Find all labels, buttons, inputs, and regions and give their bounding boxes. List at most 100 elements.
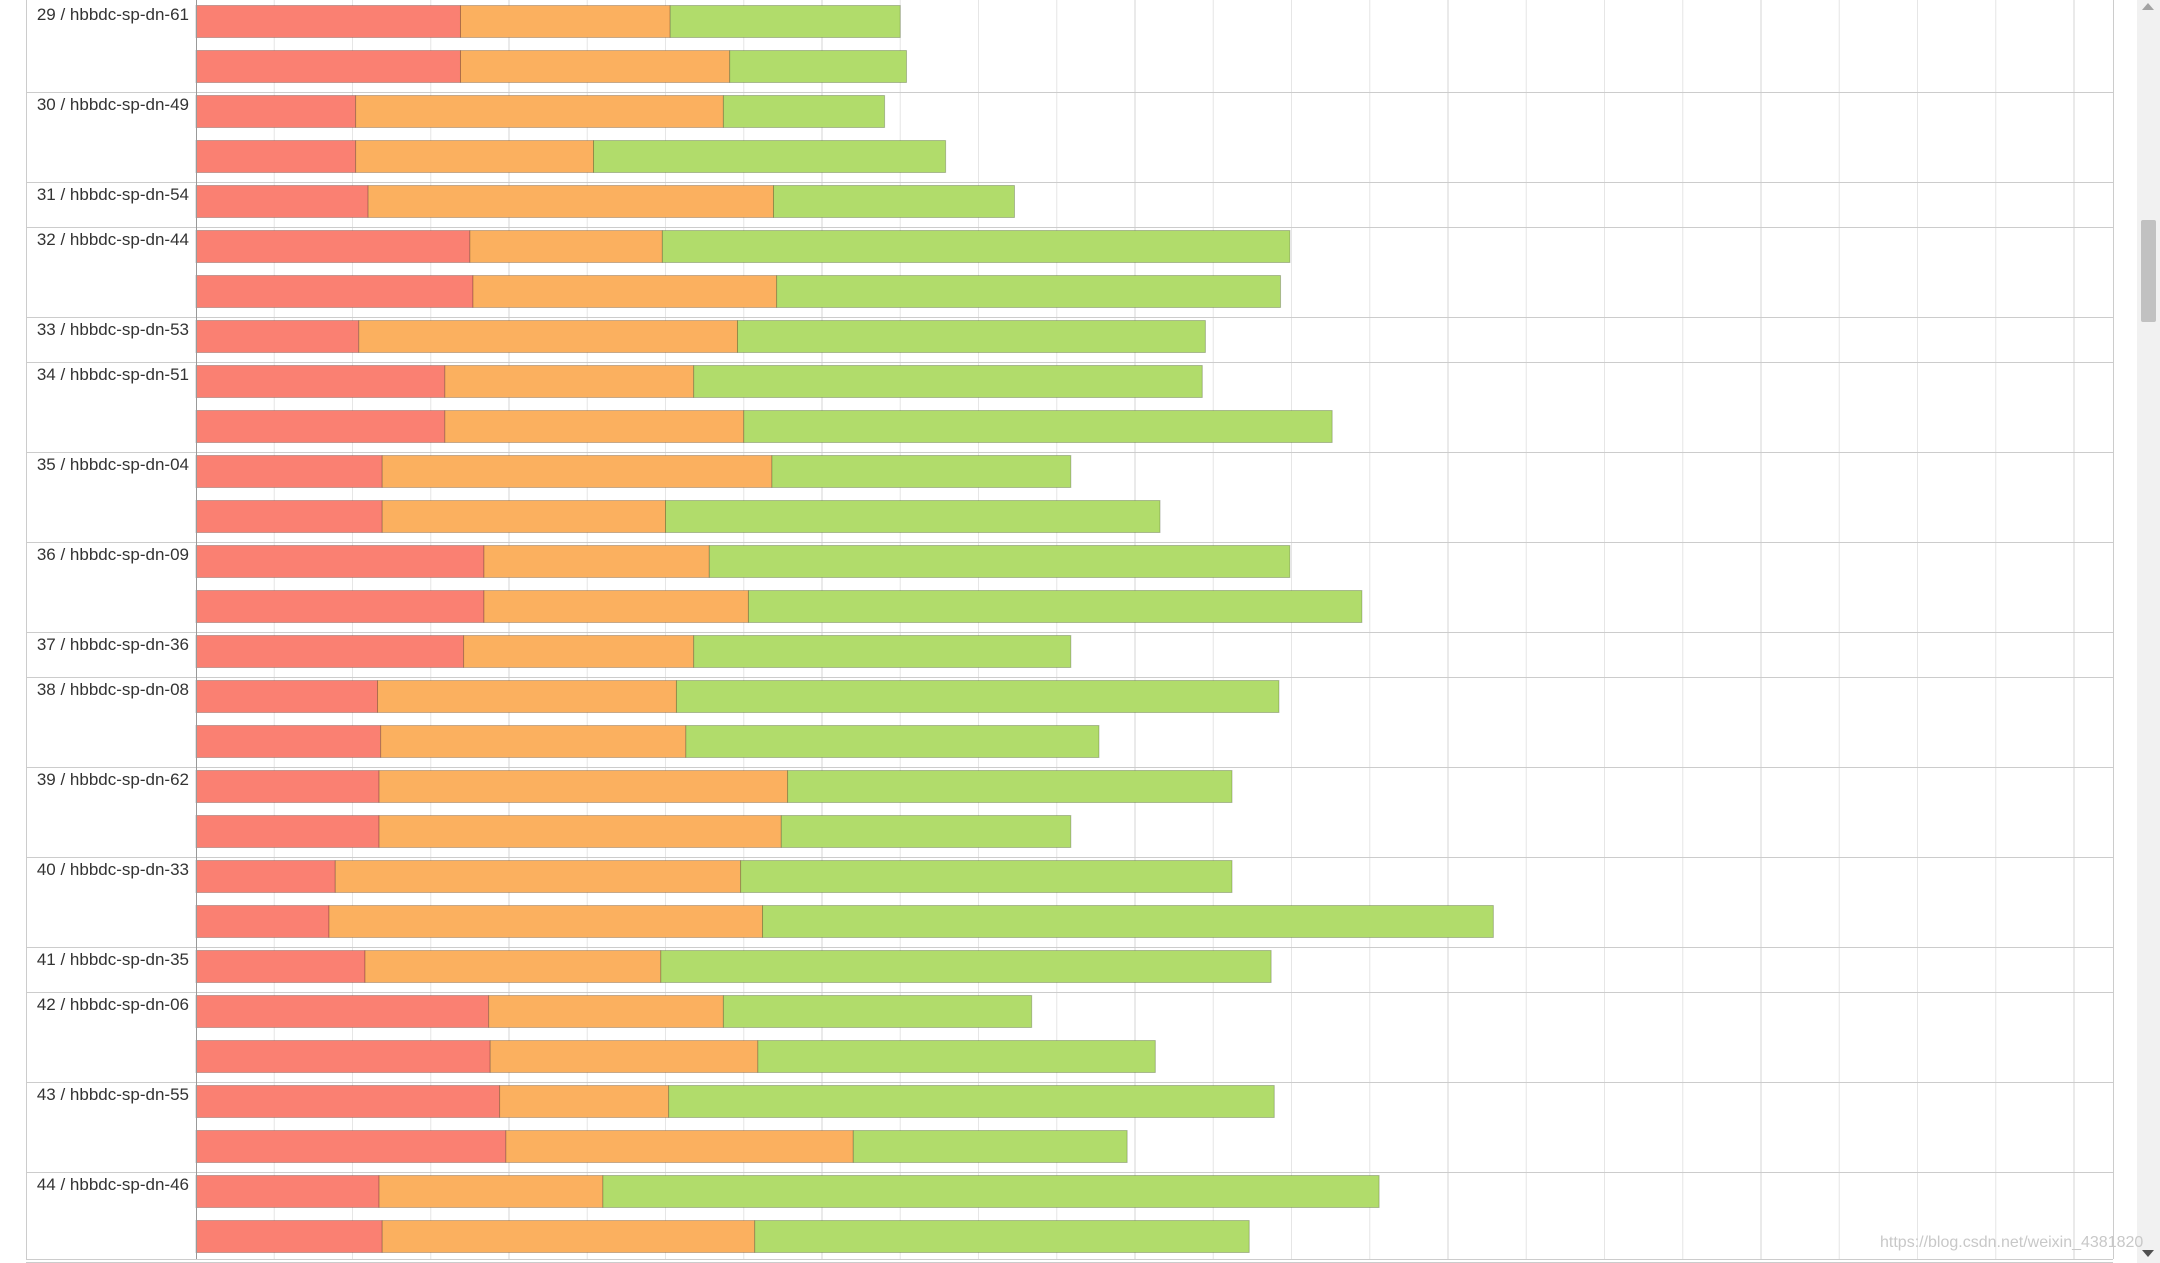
bar-segment-red[interactable] — [195, 680, 379, 713]
row-label: 37 / hbbdc-sp-dn-36 — [37, 635, 189, 654]
bar-segment-green[interactable] — [661, 230, 1291, 263]
bar-segment-red[interactable] — [195, 725, 382, 758]
bar-segment-orange[interactable] — [355, 95, 724, 128]
bar-segment-red[interactable] — [195, 185, 369, 218]
bar-segment-red[interactable] — [195, 1040, 491, 1073]
vertical-scrollbar[interactable] — [2137, 0, 2160, 1263]
bar-segment-orange[interactable] — [355, 140, 595, 173]
bar-segment-green[interactable] — [668, 1085, 1275, 1118]
row-label: 42 / hbbdc-sp-dn-06 — [37, 995, 189, 1014]
row-label: 39 / hbbdc-sp-dn-62 — [37, 770, 189, 789]
bar-segment-green[interactable] — [693, 365, 1203, 398]
watermark: https://blog.csdn.net/weixin_4381820 — [1880, 1234, 2144, 1251]
bar-segment-orange[interactable] — [364, 950, 662, 983]
bar-segment-red[interactable] — [195, 230, 471, 263]
bar-segment-red[interactable] — [195, 140, 357, 173]
bar-segment-orange[interactable] — [367, 185, 774, 218]
bar-segment-green[interactable] — [693, 635, 1072, 668]
bar-segment-orange[interactable] — [499, 1085, 670, 1118]
bar-segment-green[interactable] — [754, 1220, 1250, 1253]
bar-segment-green[interactable] — [740, 860, 1233, 893]
bar-segment-orange[interactable] — [381, 500, 666, 533]
bar-segment-orange[interactable] — [472, 275, 778, 308]
bar-segment-orange[interactable] — [488, 995, 724, 1028]
row-label: 32 / hbbdc-sp-dn-44 — [37, 230, 189, 249]
row-label: 33 / hbbdc-sp-dn-53 — [37, 320, 189, 339]
bar-segment-green[interactable] — [747, 590, 1363, 623]
bar-segment-green[interactable] — [736, 320, 1206, 353]
bar-segment-orange[interactable] — [378, 770, 789, 803]
row-label: 35 / hbbdc-sp-dn-04 — [37, 455, 189, 474]
bar-segment-green[interactable] — [660, 950, 1272, 983]
bar-segment-orange[interactable] — [381, 1220, 756, 1253]
bar-segment-orange[interactable] — [463, 635, 695, 668]
bar-segment-green[interactable] — [665, 500, 1161, 533]
bar-segment-orange[interactable] — [459, 5, 671, 38]
bar-segment-green[interactable] — [776, 275, 1282, 308]
bar-segment-green[interactable] — [602, 1175, 1380, 1208]
bar-segment-red[interactable] — [195, 995, 490, 1028]
bar-segment-red[interactable] — [195, 275, 474, 308]
bar-segment-green[interactable] — [729, 50, 908, 83]
bar-segment-orange[interactable] — [378, 1175, 604, 1208]
bar-segment-green[interactable] — [685, 725, 1100, 758]
bar-segment-red[interactable] — [195, 1130, 507, 1163]
bar-segment-orange[interactable] — [444, 410, 745, 443]
bar-segment-red[interactable] — [195, 320, 360, 353]
bar-segment-orange[interactable] — [483, 545, 710, 578]
bar-segment-red[interactable] — [195, 815, 380, 848]
row-labels: 29 / hbbdc-sp-dn-61 30 / hbbdc-sp-dn-49 31… — [37, 5, 189, 1194]
bar-segment-green[interactable] — [743, 410, 1333, 443]
bar-segment-green[interactable] — [669, 5, 901, 38]
scroll-thumb[interactable] — [2141, 220, 2156, 322]
bar-segment-red[interactable] — [195, 635, 465, 668]
bar-segment-orange[interactable] — [334, 860, 742, 893]
bar-segment-green[interactable] — [787, 770, 1233, 803]
bar-segment-orange[interactable] — [444, 365, 695, 398]
bar-segment-red[interactable] — [195, 905, 330, 938]
bar-segment-red[interactable] — [195, 770, 380, 803]
bar-segment-green[interactable] — [780, 815, 1072, 848]
bar-segment-orange[interactable] — [377, 680, 677, 713]
bar-segment-red[interactable] — [195, 5, 461, 38]
bar-segment-red[interactable] — [195, 95, 357, 128]
bar-segment-green[interactable] — [708, 545, 1291, 578]
row-label: 29 / hbbdc-sp-dn-61 — [37, 5, 189, 24]
bar-segment-green[interactable] — [675, 680, 1280, 713]
bar-segment-orange[interactable] — [505, 1130, 854, 1163]
bar-segment-red[interactable] — [195, 950, 366, 983]
bar-segment-orange[interactable] — [489, 1040, 759, 1073]
bar-segment-orange[interactable] — [469, 230, 663, 263]
row-label: 34 / hbbdc-sp-dn-51 — [37, 365, 189, 384]
bar-segment-green[interactable] — [593, 140, 947, 173]
bar-segment-red[interactable] — [195, 500, 383, 533]
bar-segment-green[interactable] — [762, 905, 1494, 938]
bar-segment-red[interactable] — [195, 1220, 383, 1253]
scroll-down-arrow-icon[interactable] — [2142, 1250, 2154, 1257]
bar-segment-orange[interactable] — [358, 320, 738, 353]
bar-segment-green[interactable] — [722, 995, 1033, 1028]
bar-segment-green[interactable] — [771, 455, 1072, 488]
bar-segment-red[interactable] — [195, 365, 446, 398]
bar-segment-red[interactable] — [195, 50, 461, 83]
bar-segment-red[interactable] — [195, 1175, 380, 1208]
scroll-up-arrow-icon[interactable] — [2142, 3, 2154, 10]
bar-segment-orange[interactable] — [381, 455, 773, 488]
bar-segment-red[interactable] — [195, 590, 485, 623]
bar-segment-orange[interactable] — [459, 50, 731, 83]
bar-segment-green[interactable] — [852, 1130, 1128, 1163]
row-label: 38 / hbbdc-sp-dn-08 — [37, 680, 189, 699]
bar-segment-red[interactable] — [195, 455, 383, 488]
bar-segment-red[interactable] — [195, 1085, 501, 1118]
bar-segment-orange[interactable] — [328, 905, 764, 938]
bar-segment-orange[interactable] — [378, 815, 782, 848]
bar-segment-green[interactable] — [722, 95, 886, 128]
bar-segment-red[interactable] — [195, 410, 446, 443]
bar-segment-red[interactable] — [195, 545, 485, 578]
bar-segment-orange[interactable] — [380, 725, 687, 758]
bar-segment-red[interactable] — [195, 860, 336, 893]
bar-segment-orange[interactable] — [483, 590, 749, 623]
bar-segment-green[interactable] — [757, 1040, 1156, 1073]
bar-segment-green[interactable] — [772, 185, 1015, 218]
